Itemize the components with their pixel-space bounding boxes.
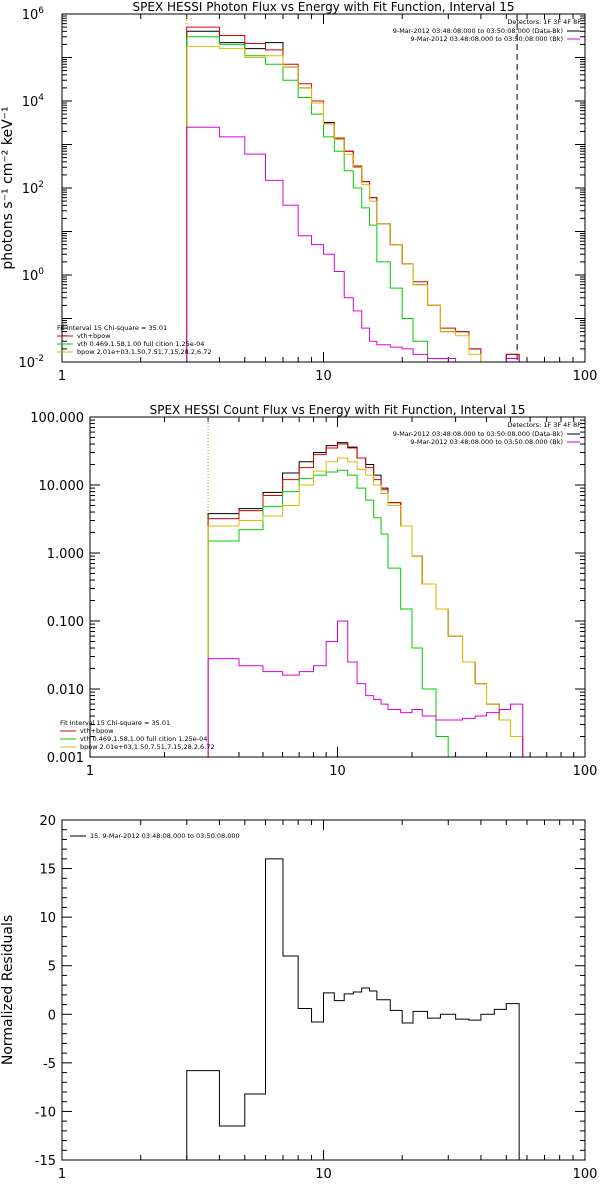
y-tick-label: 0.100 <box>47 615 84 630</box>
legend-top-text: 9-Mar-2012 03:48:08.000 to 03:50:08.000 … <box>393 430 563 438</box>
y-tick-label: 102 <box>22 180 44 197</box>
y-tick-base: 10 <box>22 95 39 110</box>
series-background-line <box>186 126 520 362</box>
y-tick-exponent: 0 <box>38 267 44 277</box>
series-vth-line <box>186 36 441 362</box>
y-tick-label: -5 <box>43 1057 56 1072</box>
y-tick-exponent: 2 <box>38 180 44 190</box>
x-tick-label: 1 <box>58 1167 66 1182</box>
y-tick-label: 0.001 <box>47 751 84 766</box>
y-tick-base: 10 <box>18 356 35 371</box>
detectors-label: Detectors: 1F 3F 4F 8F <box>507 421 581 429</box>
y-tick-label: 5 <box>48 960 56 975</box>
series-bpow-line <box>186 45 495 362</box>
y-tick-label: 0.010 <box>47 683 84 698</box>
legend-top-text: 9-Mar-2012 03:48:08.000 to 03:50:08.000 … <box>393 27 563 35</box>
legend-fit-text: bpow 2.01e+03,1.50,7.51,7.15,28.2,6.72 <box>80 743 215 751</box>
y-tick-label: 10-2 <box>18 354 44 371</box>
y-tick-label: -15 <box>35 1154 56 1169</box>
y-tick-label: 20 <box>39 814 56 829</box>
y-tick-exponent: 6 <box>38 6 44 16</box>
residuals-panel: 1 10 100 -15 -10 -5 0 5 10 15 20 Normalized Residua… <box>0 814 598 1182</box>
y-tick-exponent: -2 <box>35 354 44 364</box>
legend-fit-text: vth+bpow <box>80 727 114 735</box>
plot-frame <box>89 416 586 758</box>
fit-header: Fit Interval 15 Chi-square = 35.01 <box>60 719 170 727</box>
x-tick-label: 1 <box>58 369 66 384</box>
y-axis: -15 -10 -5 0 5 10 15 20 <box>35 814 585 1169</box>
y-axis: 0.001 0.010 0.100 1.000 10.000 100.000 <box>30 411 585 766</box>
chart-title: SPEX HESSI Photon Flux vs Energy with Fi… <box>133 0 515 14</box>
fit-header: Fit Interval 15 Chi-square = 35.01 <box>57 324 167 332</box>
legend-fit-text: vth+bpow <box>77 332 111 340</box>
legend-fit-text: vth 0.469,1.58,1.00 full cition 1.25e-04 <box>80 735 207 743</box>
x-tick-label: 100 <box>573 369 598 384</box>
series-model-line <box>186 26 520 362</box>
count-flux-panel: SPEX HESSI Count Flux vs Energy with Fit… <box>30 403 598 779</box>
legend-fit-text: vth 0.469,1.58,1.00 full cition 1.25e-04 <box>77 340 204 348</box>
y-tick-label: 106 <box>22 6 45 23</box>
y-tick-label: 100 <box>22 267 45 284</box>
chart-title: SPEX HESSI Count Flux vs Energy with Fit… <box>150 403 526 417</box>
y-tick-label: 15 <box>39 863 56 878</box>
series-data-line <box>186 858 520 1160</box>
legend-fit-text: bpow 2.01e+03,1.50,7.51,7.15,28.2,6.72 <box>77 348 212 356</box>
series-group <box>186 858 520 1160</box>
x-tick-label: 10 <box>315 1167 332 1182</box>
series-background-line <box>207 620 524 757</box>
y-tick-label: 104 <box>22 93 45 110</box>
x-axis: 1 10 100 <box>58 820 598 1182</box>
series-group <box>186 26 520 362</box>
y-tick-base: 10 <box>22 269 39 284</box>
x-tick-label: 10 <box>329 764 346 779</box>
plot-frame <box>61 819 586 1161</box>
y-tick-label: 100.000 <box>30 411 84 426</box>
x-tick-label: 1 <box>86 764 94 779</box>
series-bpow-line <box>207 457 524 757</box>
y-tick-base: 10 <box>22 8 39 23</box>
legend-top-text: 9-Mar-2012 03:48:08.000 to 03:50:08.000 … <box>410 438 563 446</box>
y-tick-label: 10.000 <box>39 479 85 494</box>
detectors-label: Detectors: 1F 3F 4F 8F <box>507 18 581 26</box>
y-tick-label: 10 <box>39 911 56 926</box>
plot-frame <box>61 13 586 363</box>
series-group <box>207 442 524 757</box>
x-axis: 1 10 100 <box>86 417 598 779</box>
x-tick-label: 10 <box>315 369 332 384</box>
y-tick-label: 1.000 <box>47 547 84 562</box>
y-axis-title: Normalized Residuals <box>0 915 16 1065</box>
residual-legend-text: 15. 9-Mar-2012 03:48:08.000 to 03:50:08.… <box>90 832 240 840</box>
y-tick-label: -10 <box>35 1105 56 1120</box>
series-vth-line <box>207 469 449 757</box>
photon-flux-panel: SPEX HESSI Photon Flux vs Energy with Fi… <box>0 0 598 384</box>
legend-top-text: 9-Mar-2012 03:48:08.000 to 03:50:08.000 … <box>410 35 563 43</box>
x-tick-label: 100 <box>573 1167 598 1182</box>
x-tick-label: 100 <box>573 764 598 779</box>
y-axis-title: photons s⁻¹ cm⁻² keV⁻¹ <box>0 106 16 269</box>
y-tick-base: 10 <box>22 182 39 197</box>
y-tick-exponent: 4 <box>38 93 44 103</box>
y-tick-label: 0 <box>48 1008 56 1023</box>
